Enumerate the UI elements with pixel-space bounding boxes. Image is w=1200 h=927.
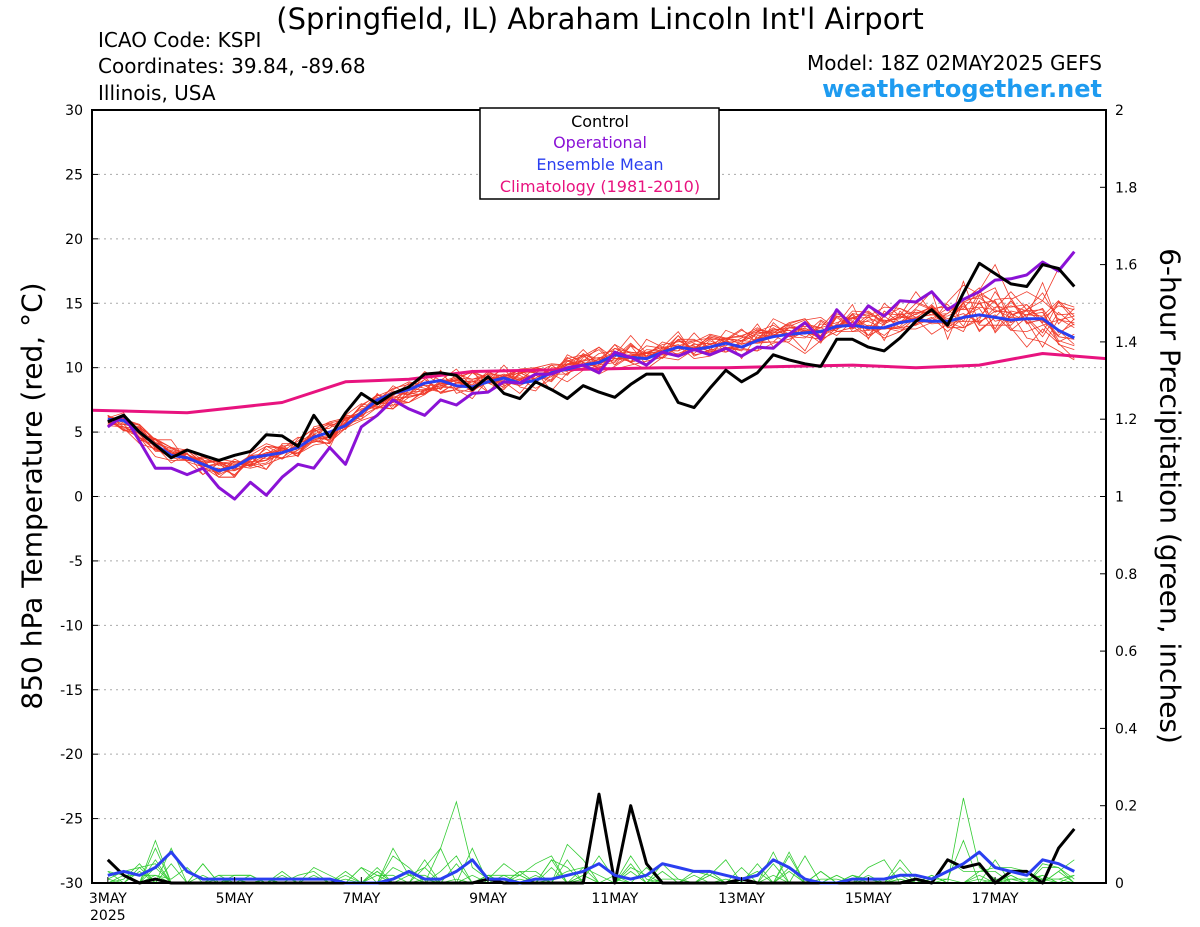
y-tick-label: -10 xyxy=(60,618,83,634)
temp-member-line xyxy=(107,291,1075,478)
legend-item-control: Control xyxy=(571,112,629,131)
y2-tick-label: 1.2 xyxy=(1115,412,1137,428)
legend-box xyxy=(479,107,720,200)
control-precip-line xyxy=(106,792,1076,885)
temp-member-line xyxy=(107,300,1075,470)
control-line xyxy=(107,261,1076,462)
temp-member-line xyxy=(107,290,1075,472)
y2-tick-label: 0 xyxy=(1115,876,1124,892)
model-run: Model: 18Z 02MAY2025 GEFS xyxy=(807,51,1102,75)
y-tick-label: 0 xyxy=(74,490,83,506)
y-tick-label: 15 xyxy=(65,296,83,312)
temp-member-line xyxy=(107,301,1075,474)
temp-member-line xyxy=(107,287,1075,465)
temp-member-lines xyxy=(107,263,1075,478)
y-tick-label: 25 xyxy=(65,167,83,183)
main-series-lines xyxy=(91,250,1107,885)
legend-item-climatology: Climatology (1981-2010) xyxy=(500,177,700,196)
temp-member-line xyxy=(107,302,1075,468)
y-tick-label: 10 xyxy=(65,361,83,377)
x-tick-label: 9MAY xyxy=(469,891,507,907)
y2-tick-label: 0.6 xyxy=(1115,644,1137,660)
x-tick-label: 15MAY xyxy=(845,891,892,907)
ensemble-mean-precip-line xyxy=(107,850,1075,885)
y-tick-label: 30 xyxy=(65,103,83,119)
x-tick-label: 5MAY xyxy=(216,891,254,907)
chart-title: (Springfield, IL) Abraham Lincoln Int'l … xyxy=(276,2,924,36)
operational-line xyxy=(106,250,1076,501)
climatology-1981-2010-line xyxy=(91,352,1107,415)
y2-tick-label: 0.2 xyxy=(1115,799,1137,815)
y-tick-label: 5 xyxy=(74,425,83,441)
y-tick-label: -15 xyxy=(60,683,83,699)
temp-member-line xyxy=(107,309,1075,478)
x-tick-label: 3MAY xyxy=(89,891,127,907)
icao-code: ICAO Code: KSPI xyxy=(98,28,262,52)
y2-tick-label: 1.8 xyxy=(1115,180,1137,196)
site-name[interactable]: weathertogether.net xyxy=(822,75,1102,103)
grid xyxy=(92,173,1106,820)
y-tick-label: -20 xyxy=(60,747,83,763)
y2-tick-label: 0.4 xyxy=(1115,721,1137,737)
x-tick-label: 11MAY xyxy=(591,891,638,907)
x-tick-label: 13MAY xyxy=(718,891,765,907)
y2-tick-label: 1.4 xyxy=(1115,335,1137,351)
y2-tick-label: 1.6 xyxy=(1115,258,1137,274)
temp-member-line xyxy=(107,267,1075,478)
temp-member-line xyxy=(107,287,1075,468)
y-tick-label: -5 xyxy=(69,554,83,570)
region: Illinois, USA xyxy=(98,81,216,105)
coordinates: Coordinates: 39.84, -89.68 xyxy=(98,54,366,78)
legend-item-operational: Operational xyxy=(553,133,647,152)
y-tick-label: -30 xyxy=(60,876,83,892)
y2-tick-label: 0.8 xyxy=(1115,567,1137,583)
x-tick-label: 17MAY xyxy=(972,891,1019,907)
y2-tick-label: 1 xyxy=(1115,490,1124,506)
x-tick-label: 7MAY xyxy=(342,891,380,907)
legend-item-ensemble-mean: Ensemble Mean xyxy=(536,155,663,174)
axis-ticks: 302520151050-5-10-15-20-25-3021.81.61.41… xyxy=(60,103,1137,924)
temp-member-line xyxy=(107,284,1075,474)
plot-frame xyxy=(91,109,1107,884)
legend: Control Operational Ensemble Mean Climat… xyxy=(479,107,720,200)
x-year-label: 2025 xyxy=(90,908,126,924)
ensemble-mean-line xyxy=(107,313,1075,473)
y-tick-label: -25 xyxy=(60,812,83,828)
y-tick-label: 20 xyxy=(65,232,83,248)
y2-tick-label: 2 xyxy=(1115,103,1124,119)
